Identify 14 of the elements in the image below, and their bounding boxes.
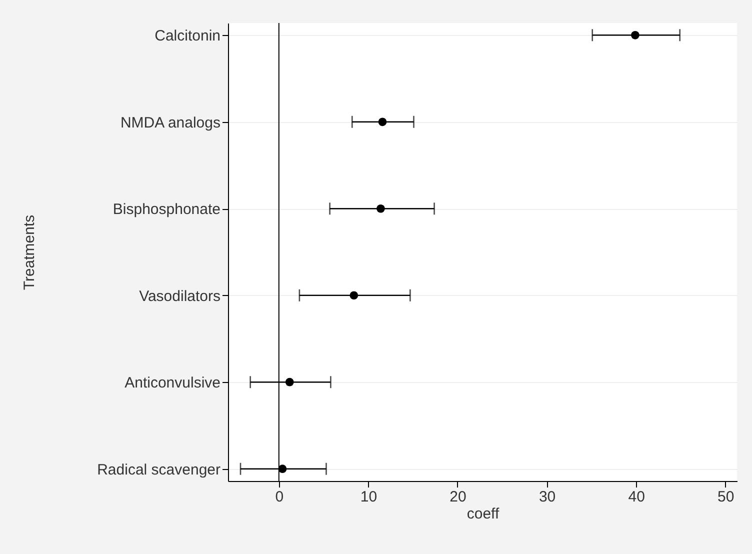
x-tick-label: 10 [360,488,378,506]
x-tick-label: 0 [275,488,284,506]
y-tick-label: Radical scavenger [97,461,220,478]
x-tick-label: 30 [538,488,556,506]
y-tick-label: Bisphosphonate [112,201,220,218]
y-tick-label: Anticonvulsive [124,374,220,392]
x-tick-label: 20 [450,488,466,506]
x-tick-label: 40 [628,488,645,506]
y-axis-title: Treatments [21,214,38,290]
x-axis-title: coeff [466,506,500,522]
x-tick-label: 50 [718,488,734,506]
y-tick-label: NMDA analogs [120,114,220,132]
y-tick-label: Calcitonin [154,28,220,45]
y-tick-label: Vasodilators [139,288,220,305]
